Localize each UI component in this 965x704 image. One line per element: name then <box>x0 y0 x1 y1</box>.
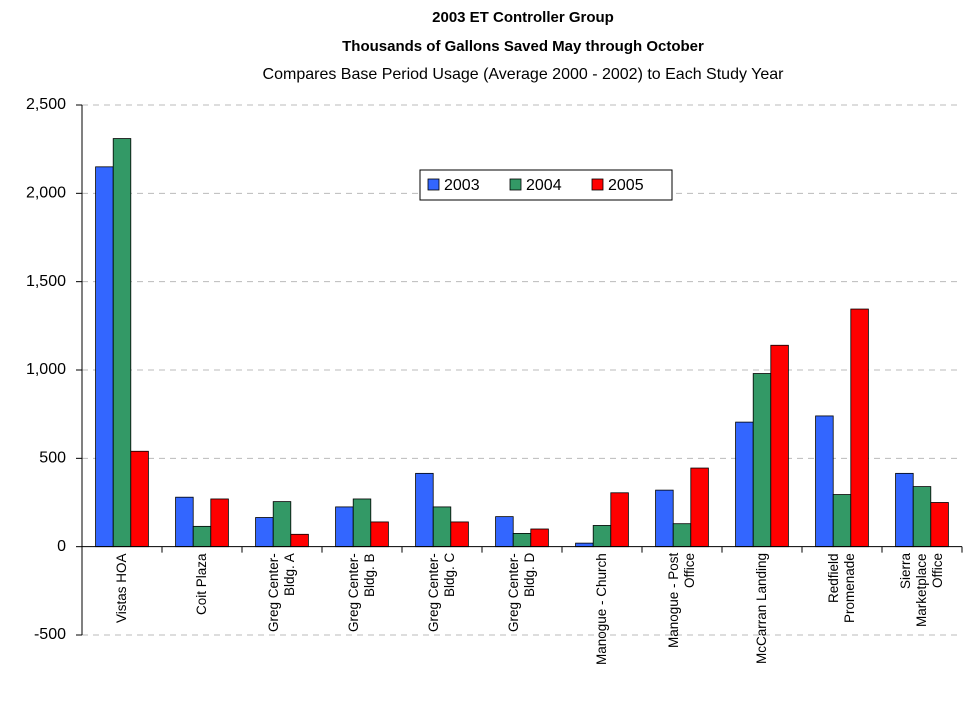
legend-label: 2003 <box>444 177 480 194</box>
bar <box>575 542 594 548</box>
x-tick-label: McCarran Landing <box>754 553 769 665</box>
bar <box>352 498 372 548</box>
legend-swatch <box>591 178 604 191</box>
bar <box>415 472 434 548</box>
y-tick-label: 2,000 <box>26 185 66 202</box>
y-tick-label: 1,000 <box>26 361 66 378</box>
bar <box>815 415 834 548</box>
x-tick-label: Vistas HOA <box>114 553 129 623</box>
bar <box>850 308 869 548</box>
bar <box>370 521 389 548</box>
bar <box>130 450 149 548</box>
bar <box>895 472 914 548</box>
legend-label: 2005 <box>608 177 644 194</box>
legend-box <box>419 169 673 201</box>
y-tick-label: 2,500 <box>26 96 66 113</box>
bar <box>450 521 469 548</box>
bar <box>495 516 514 548</box>
bar <box>735 421 754 548</box>
bar <box>672 523 692 548</box>
chart-subtitle: Thousands of Gallons Saved May through O… <box>342 38 704 55</box>
bar <box>210 498 229 548</box>
x-tick-label: Coit Plaza <box>194 553 209 615</box>
bar <box>770 344 789 548</box>
y-tick-label: 500 <box>39 450 66 467</box>
x-tick-label: Manogue - Post Office <box>666 553 697 649</box>
bar <box>272 501 292 548</box>
bar <box>335 506 354 548</box>
x-tick-label: Greg Center- Bldg. B <box>346 553 377 632</box>
bar <box>512 533 532 548</box>
bar <box>912 486 932 548</box>
bar <box>255 517 274 548</box>
legend-swatch <box>427 178 440 191</box>
bar <box>192 525 212 548</box>
y-tick-label: -500 <box>34 626 66 643</box>
x-tick-label: Redfield Promenade <box>826 553 857 623</box>
y-tick-label: 0 <box>57 538 66 555</box>
legend-swatch <box>509 178 522 191</box>
bar <box>175 496 194 548</box>
bar <box>95 166 114 548</box>
chart-title: 2003 ET Controller Group <box>432 9 614 26</box>
x-tick-label: Sierra Marketplace Office <box>898 553 945 627</box>
bar <box>432 506 452 548</box>
bar <box>930 502 949 548</box>
x-tick-label: Manogue - Church <box>594 553 609 665</box>
bar <box>690 467 709 548</box>
x-tick-label: Greg Center- Bldg. D <box>506 553 537 632</box>
x-tick-label: Greg Center- Bldg. C <box>426 553 457 632</box>
bar <box>530 528 549 548</box>
bar <box>752 373 772 548</box>
bar <box>655 489 674 548</box>
bar <box>610 492 629 548</box>
bar <box>832 494 852 548</box>
x-tick-label: Greg Center- Bldg. A <box>266 553 297 632</box>
y-tick-label: 1,500 <box>26 273 66 290</box>
chart-note: Compares Base Period Usage (Average 2000… <box>263 66 785 83</box>
bar <box>290 533 309 548</box>
bar <box>592 525 612 548</box>
bar <box>112 138 132 548</box>
legend-label: 2004 <box>526 177 562 194</box>
